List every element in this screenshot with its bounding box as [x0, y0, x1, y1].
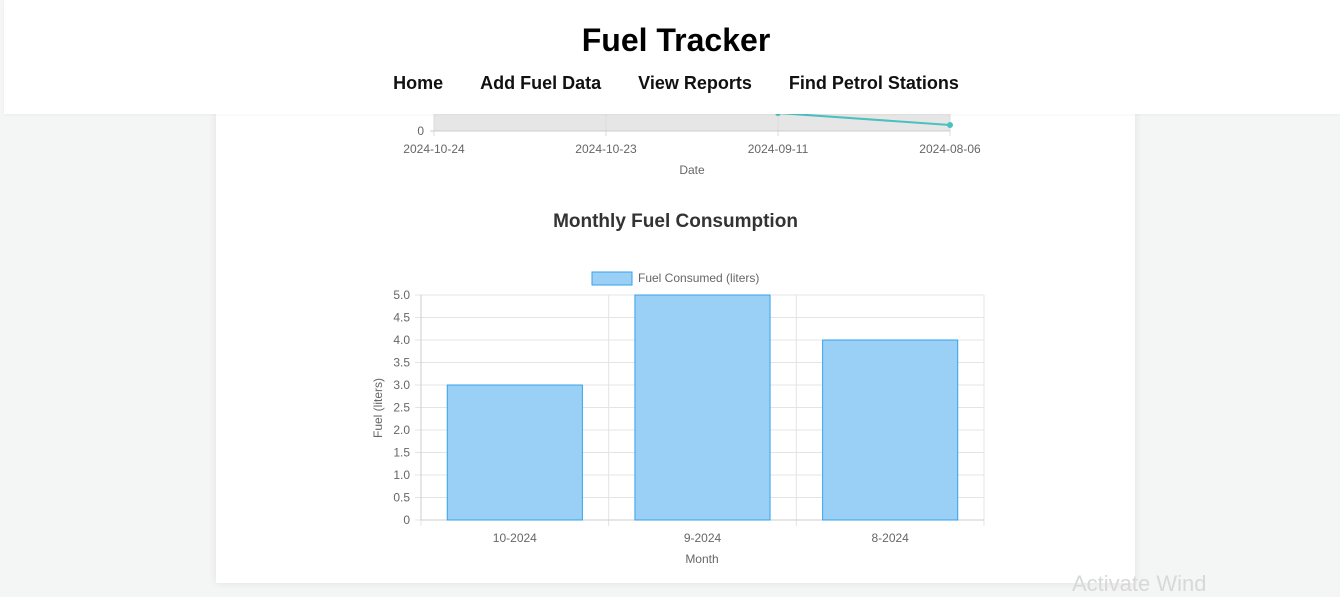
nav-add-fuel-data[interactable]: Add Fuel Data — [480, 73, 602, 93]
legend-label: Fuel Consumed (liters) — [638, 271, 759, 285]
app-header: Fuel Tracker Home Add Fuel Data View Rep… — [4, 0, 1340, 114]
bar-legend[interactable]: Fuel Consumed (liters) — [591, 271, 759, 286]
bar-y-tick: 4.0 — [393, 333, 410, 347]
line-x-tick: 2024-10-24 — [403, 142, 465, 156]
bar-y-tick: 0.5 — [393, 491, 410, 505]
nav-view-reports[interactable]: View Reports — [638, 73, 752, 93]
bar-y-tick: 4.5 — [393, 311, 410, 325]
bar-x-axis-title: Month — [685, 552, 718, 566]
bar-y-tick: 5.0 — [393, 288, 410, 302]
bar-chart-title: Monthly Fuel Consumption — [553, 211, 798, 232]
legend-swatch — [591, 271, 633, 286]
bar-y-tick: 2.5 — [393, 401, 410, 415]
bar-y-tick: 3.5 — [393, 356, 410, 370]
line-x-tick: 2024-09-11 — [748, 142, 809, 156]
nav-find-petrol-stations[interactable]: Find Petrol Stations — [788, 73, 959, 93]
bar-10-2024[interactable] — [446, 384, 583, 521]
line-point — [947, 122, 953, 128]
bar-y-tick: 1.0 — [393, 468, 410, 482]
app-title: Fuel Tracker — [581, 22, 771, 58]
line-x-axis-title: Date — [679, 163, 705, 177]
monthly-fuel-bar-chart: 0 0.5 1.0 1.5 2.0 2.5 3.0 3.5 4.0 4.5 5.0 10-2024 9… — [371, 271, 985, 566]
bar-y-tick: 2.0 — [393, 423, 410, 437]
nav-home[interactable]: Home — [393, 73, 444, 93]
main-nav: Home Add Fuel Data View Reports Find Pet… — [4, 72, 1340, 94]
activation-watermark: Activate Wind — [1072, 571, 1207, 596]
bar-x-tick: 10-2024 — [493, 531, 537, 545]
line-x-tick: 2024-10-23 — [575, 142, 637, 156]
bar-y-tick: 1.5 — [393, 446, 410, 460]
fuel-by-date-line-chart: 0 2024-10-24 2024-10-23 2024-09-11 2024-… — [403, 104, 981, 177]
bar-9-2024[interactable] — [634, 294, 771, 521]
bar-y-tick: 0 — [403, 513, 410, 527]
line-x-tick: 2024-08-06 — [919, 142, 981, 156]
bar-y-tick: 3.0 — [393, 378, 410, 392]
bar-y-axis-title: Fuel (liters) — [371, 378, 385, 438]
bar-8-2024[interactable] — [822, 339, 959, 521]
bar-x-tick: 9-2024 — [684, 531, 722, 545]
bar-x-tick: 8-2024 — [871, 531, 909, 545]
line-y-tick-0: 0 — [417, 124, 424, 138]
